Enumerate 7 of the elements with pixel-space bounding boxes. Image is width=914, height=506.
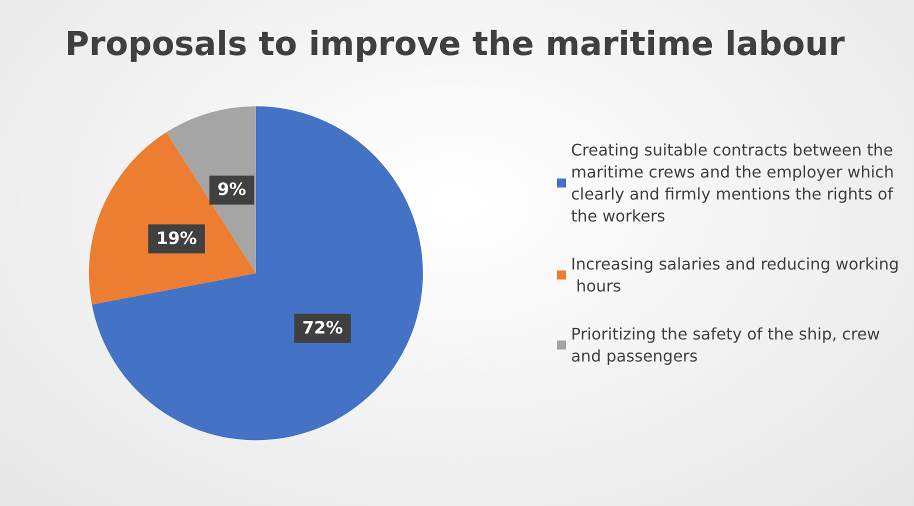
chart-title: Proposals to improve the maritime labour [65,24,846,63]
data-label: 19% [156,228,197,249]
legend-label: Prioritizing the safety of the ship, crew and passengers [571,324,886,366]
legend-label: Creating suitable contracts between the maritime crews and the employer which clearly and firmly mentions the rights of the workers [571,140,900,226]
data-label: 9% [217,180,246,200]
legend-label: Increasing salaries and reducing working hours [571,254,900,296]
data-label: 72% [302,318,343,338]
